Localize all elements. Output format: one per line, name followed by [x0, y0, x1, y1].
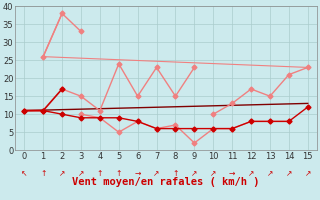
Text: →: → — [134, 169, 141, 178]
Text: ↑: ↑ — [172, 169, 179, 178]
Text: ↗: ↗ — [286, 169, 292, 178]
X-axis label: Vent moyen/en rafales ( km/h ): Vent moyen/en rafales ( km/h ) — [72, 177, 260, 187]
Text: ↗: ↗ — [267, 169, 273, 178]
Text: ↑: ↑ — [97, 169, 103, 178]
Text: →: → — [229, 169, 235, 178]
Text: ↗: ↗ — [305, 169, 311, 178]
Text: ↗: ↗ — [210, 169, 216, 178]
Text: ↑: ↑ — [116, 169, 122, 178]
Text: ↗: ↗ — [248, 169, 254, 178]
Text: ↗: ↗ — [191, 169, 197, 178]
Text: ↖: ↖ — [21, 169, 28, 178]
Text: ↗: ↗ — [59, 169, 65, 178]
Text: ↑: ↑ — [40, 169, 46, 178]
Text: ↗: ↗ — [78, 169, 84, 178]
Text: ↗: ↗ — [153, 169, 160, 178]
